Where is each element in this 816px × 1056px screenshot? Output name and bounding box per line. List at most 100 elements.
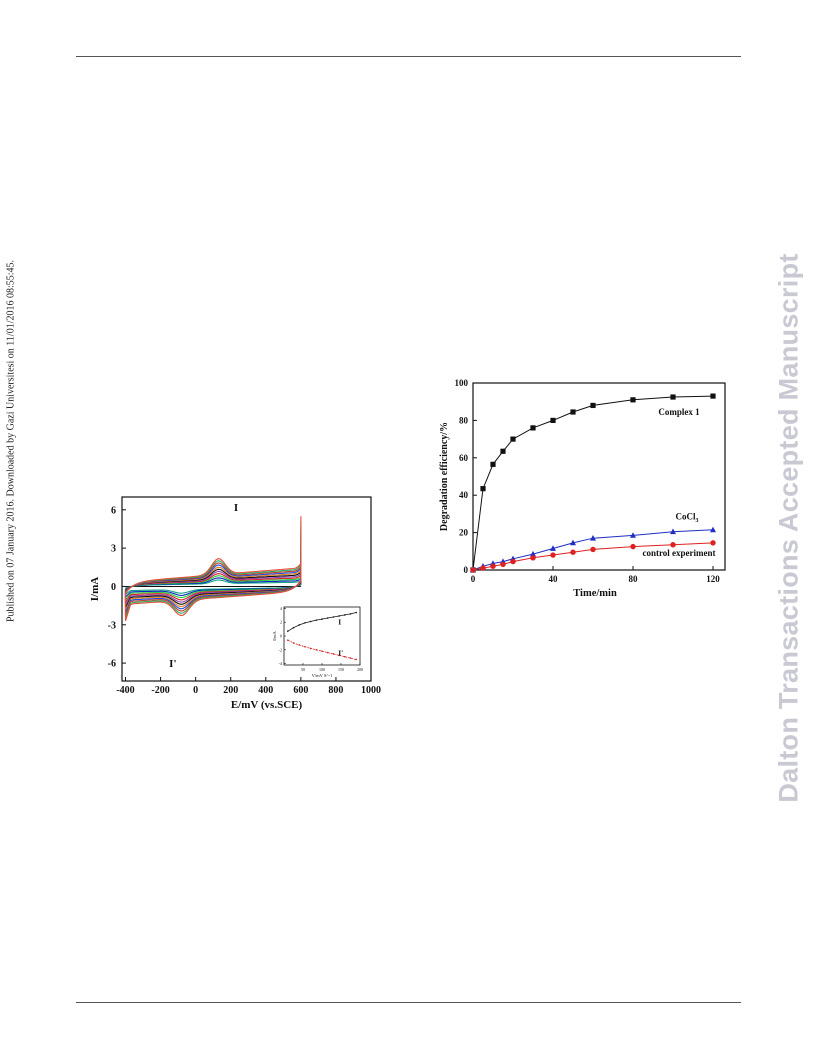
cv-inset-series-point <box>349 613 352 615</box>
cv-x-tick-label: 400 <box>258 685 273 696</box>
deg-triangle-marker <box>630 532 636 538</box>
cv-peak-label: I' <box>169 658 176 670</box>
cv-inset-series-point <box>349 657 352 659</box>
deg-triangle-marker <box>530 550 536 557</box>
deg-y-tick-label: 60 <box>459 453 469 463</box>
cv-inset-series-point <box>304 645 306 648</box>
cv-inset-series-point <box>338 615 340 617</box>
cv-inset-series-point <box>332 653 335 655</box>
bottom-rule <box>76 1002 741 1003</box>
deg-circle-marker <box>500 561 506 568</box>
cv-y-axis-label: I/mA <box>89 577 101 602</box>
cv-x-tick-label: 0 <box>193 685 198 696</box>
cv-inset-series-point <box>309 620 312 623</box>
deg-circle-marker <box>670 542 676 548</box>
cv-inset-series-point <box>309 647 312 650</box>
cv-x-tick-label: -400 <box>116 685 134 696</box>
deg-square-marker <box>570 409 576 415</box>
deg-series-label-subscript: 3 <box>696 518 699 524</box>
deg-square-marker <box>590 402 596 409</box>
publication-note-text: Published on 07 January 2016. Downloaded… <box>5 259 17 623</box>
cv-inset-x-tick-label: 200 <box>357 667 363 672</box>
cv-inset-series-point <box>315 619 318 621</box>
journal-watermark-text: Dalton Transactions Accepted Manuscript <box>773 253 804 803</box>
deg-square-marker <box>550 417 556 423</box>
cv-x-axis-label: E/mV (vs.SCE) <box>231 699 303 711</box>
cv-inset-x-tick-label: 50 <box>301 667 305 672</box>
cv-inset-series-point <box>321 618 323 620</box>
deg-square-marker <box>500 448 506 454</box>
cv-inset-series-point <box>344 655 346 658</box>
cv-inset-series-point <box>355 611 358 614</box>
deg-triangle-marker <box>590 535 596 541</box>
deg-y-tick-label: 40 <box>459 490 469 500</box>
deg-square-marker <box>490 461 496 467</box>
deg-triangle-marker <box>570 539 576 546</box>
cv-inset-series-point <box>326 617 329 619</box>
cv-inset-y-tick-label: 4 <box>280 606 282 611</box>
deg-square-marker <box>530 425 536 431</box>
cv-y-tick-label: -3 <box>108 620 116 631</box>
deg-x-tick-label: 0 <box>471 574 476 584</box>
deg-series-label: control experiment <box>642 548 715 558</box>
deg-y-tick-label: 100 <box>455 378 469 388</box>
deg-x-tick-label: 40 <box>549 574 559 584</box>
deg-x-tick-label: 120 <box>706 574 720 584</box>
cv-inset-series-point <box>292 626 295 629</box>
cv-y-tick-label: -6 <box>108 659 116 670</box>
degradation-efficiency-figure: 0 40 80 120 0 20 40 60 80 100 Time/min Degradation … <box>436 375 733 602</box>
deg-plot-frame <box>472 382 726 571</box>
deg-y-tick-label: 20 <box>459 528 469 538</box>
cv-inset-series-label: I <box>338 618 341 627</box>
cv-inset-series-point <box>292 642 295 644</box>
cv-inset-series-label: I' <box>338 648 343 657</box>
cv-y-tick-label: 3 <box>111 544 116 555</box>
deg-triangle-marker <box>670 528 676 535</box>
cv-inset-series-point <box>332 616 335 618</box>
degradation-efficiency-chart: 0 40 80 120 0 20 40 60 80 100 Time/min Degradation … <box>439 378 726 599</box>
cv-inset-y-axis-label: I/mA <box>272 631 277 641</box>
deg-y-tick-label: 80 <box>459 415 469 425</box>
cv-x-tick-label: 600 <box>293 685 308 696</box>
cv-inset-series-point <box>326 651 329 654</box>
deg-square-marker <box>510 436 516 442</box>
cv-plot-frame <box>121 496 372 682</box>
deg-square-marker <box>630 397 636 403</box>
cv-y-tick-label: 0 <box>111 582 116 593</box>
deg-circle-marker <box>590 546 596 553</box>
deg-series-label: CoCl3 <box>676 512 699 525</box>
cv-scan-curve <box>124 516 302 622</box>
deg-square-marker <box>710 393 716 399</box>
cv-inset-series-point <box>298 624 300 626</box>
cv-inset-series-point <box>287 639 289 641</box>
deg-circle-marker <box>570 549 576 555</box>
deg-circle-marker <box>510 558 516 565</box>
deg-x-tick-label: 80 <box>629 574 639 584</box>
deg-series-label: Complex 1 <box>658 407 700 417</box>
deg-circle-marker <box>710 540 716 546</box>
cv-x-tick-label: 200 <box>223 685 238 696</box>
deg-circle-marker <box>550 552 556 558</box>
cv-inset-series-point <box>287 630 289 632</box>
cv-inset-y-tick-label: -4 <box>279 661 282 666</box>
cv-inset-series-point <box>344 614 346 616</box>
cv-inset-series-point <box>355 658 358 661</box>
cv-inset-series-point <box>338 654 340 657</box>
cv-x-tick-label: 800 <box>328 685 343 696</box>
cv-x-tick-label: -200 <box>151 685 169 696</box>
cyclic-voltammogram-figure: -400 -200 0 200 400 600 800 1000 6 3 0 -3 -6 E/mV (vs… <box>88 489 392 720</box>
cv-inset-x-tick-label: 150 <box>338 667 344 672</box>
top-rule <box>76 56 741 57</box>
deg-circle-marker <box>530 555 536 561</box>
cv-peak-label: I <box>234 502 238 514</box>
deg-square-marker <box>670 394 676 400</box>
cv-inset-series-point <box>298 644 300 646</box>
cv-inset-x-axis-label: V/mV S^-1 <box>312 673 333 678</box>
cv-y-tick-label: 6 <box>111 505 116 516</box>
deg-triangle-marker <box>710 526 716 533</box>
deg-circle-marker <box>630 543 636 550</box>
deg-circle-marker <box>490 563 496 569</box>
cv-inset-series-point <box>304 622 306 624</box>
deg-circle-marker <box>480 565 486 571</box>
